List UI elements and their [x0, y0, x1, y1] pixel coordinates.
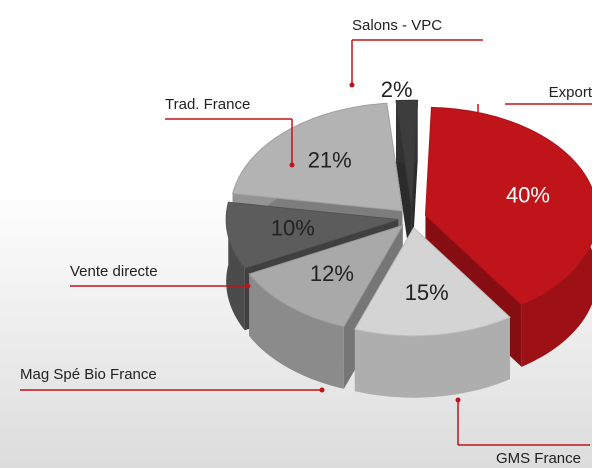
- category-label: Export: [549, 84, 592, 101]
- leader-dot: [349, 82, 355, 88]
- slice-wall: [226, 202, 245, 331]
- data-label: 40%: [506, 183, 550, 208]
- category-label: Vente directe: [70, 263, 158, 280]
- data-label: 15%: [405, 280, 449, 305]
- slice: [424, 106, 592, 306]
- leader-dot: [245, 283, 251, 289]
- category-label: Trad. France: [165, 96, 250, 113]
- slice: [354, 226, 511, 337]
- leader-line: [165, 118, 293, 165]
- slice-wall: [249, 274, 344, 389]
- data-label: 10%: [271, 216, 315, 241]
- leader-line: [477, 103, 592, 160]
- leader-dot: [319, 387, 325, 393]
- slice-wall: [354, 317, 510, 398]
- slice: [232, 102, 404, 212]
- data-label: 2%: [381, 77, 413, 102]
- leader-dot: [289, 162, 295, 168]
- leader-line: [457, 400, 590, 446]
- slice: [248, 224, 404, 328]
- slice: [395, 99, 419, 209]
- leader-dot: [475, 157, 481, 163]
- category-label: Salons - VPC: [352, 17, 442, 34]
- data-label: 21%: [308, 148, 352, 173]
- data-label: 12%: [310, 261, 354, 286]
- leader-line: [351, 39, 483, 85]
- category-label: GMS France: [496, 450, 581, 467]
- category-label: Mag Spé Bio France: [20, 366, 157, 383]
- leader-dot: [455, 397, 461, 403]
- slice: [225, 201, 399, 269]
